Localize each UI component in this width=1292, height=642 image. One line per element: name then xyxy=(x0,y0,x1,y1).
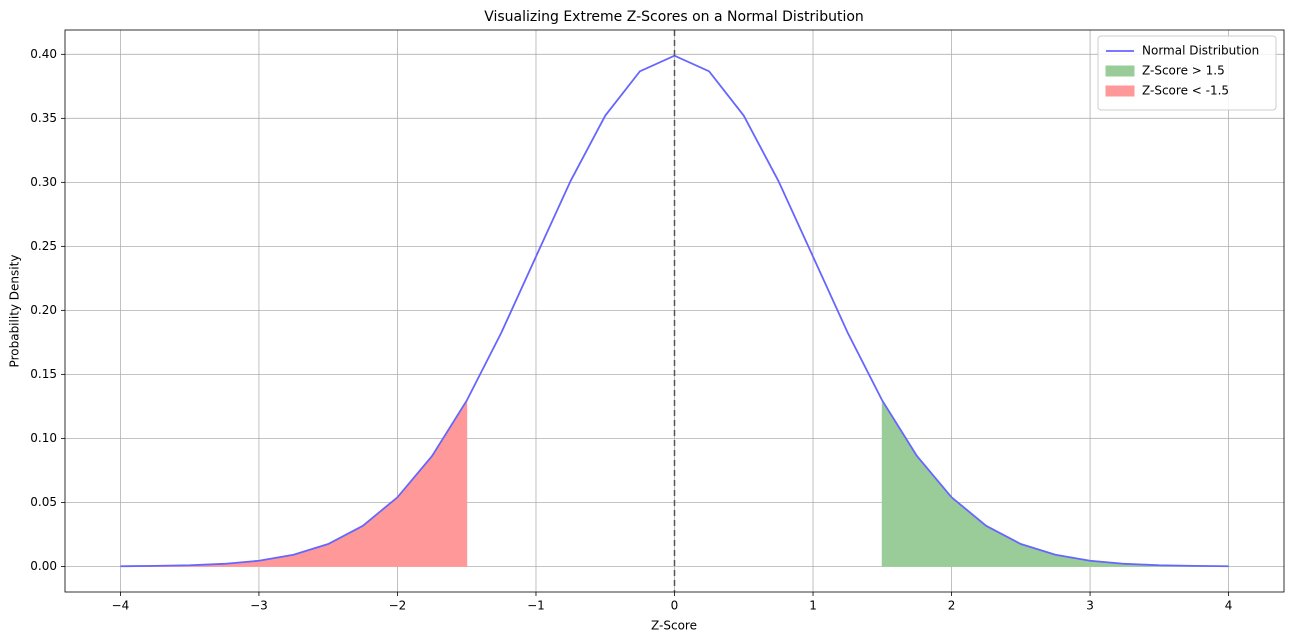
y-tick-label: 0.30 xyxy=(30,175,57,189)
y-tick-label: 0.25 xyxy=(30,239,57,253)
y-tick-label: 0.00 xyxy=(30,559,57,573)
x-tick-label: 3 xyxy=(1086,599,1094,613)
x-tick-label: −3 xyxy=(250,599,268,613)
x-tick-label: −2 xyxy=(389,599,407,613)
x-tick-label: 1 xyxy=(809,599,817,613)
y-tick-label: 0.20 xyxy=(30,303,57,317)
legend-label: Normal Distribution xyxy=(1142,44,1259,58)
legend-box xyxy=(1097,35,1277,111)
legend-swatch xyxy=(1105,85,1135,97)
x-tick-label: 2 xyxy=(948,599,956,613)
x-tick-label: −1 xyxy=(527,599,545,613)
legend-label: Z-Score < -1.5 xyxy=(1142,84,1229,98)
y-axis-label: Probability Density xyxy=(8,255,22,368)
y-tick-label: 0.40 xyxy=(30,47,57,61)
y-tick-label: 0.35 xyxy=(30,111,57,125)
legend-swatch xyxy=(1105,65,1135,77)
x-tick-label: 0 xyxy=(671,599,679,613)
area xyxy=(119,398,468,567)
x-tick-label: 4 xyxy=(1225,599,1233,613)
legend-label: Z-Score > 1.5 xyxy=(1142,64,1225,78)
area xyxy=(881,398,1230,567)
x-tick-label: −4 xyxy=(112,599,130,613)
chart-title: Visualizing Extreme Z-Scores on a Normal… xyxy=(484,9,864,25)
y-tick-label: 0.10 xyxy=(30,431,57,445)
y-tick-label: 0.05 xyxy=(30,495,57,509)
y-tick-label: 0.15 xyxy=(30,367,57,381)
x-axis-label: Z-Score xyxy=(651,619,697,633)
plot-frame xyxy=(64,29,1285,593)
